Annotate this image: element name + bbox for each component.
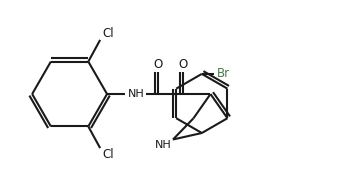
Text: NH: NH xyxy=(128,89,145,99)
Text: Cl: Cl xyxy=(102,148,114,160)
Text: O: O xyxy=(178,58,188,71)
Text: Br: Br xyxy=(217,67,230,80)
Text: O: O xyxy=(153,58,163,71)
Text: NH: NH xyxy=(155,140,171,150)
Text: Cl: Cl xyxy=(102,27,114,40)
